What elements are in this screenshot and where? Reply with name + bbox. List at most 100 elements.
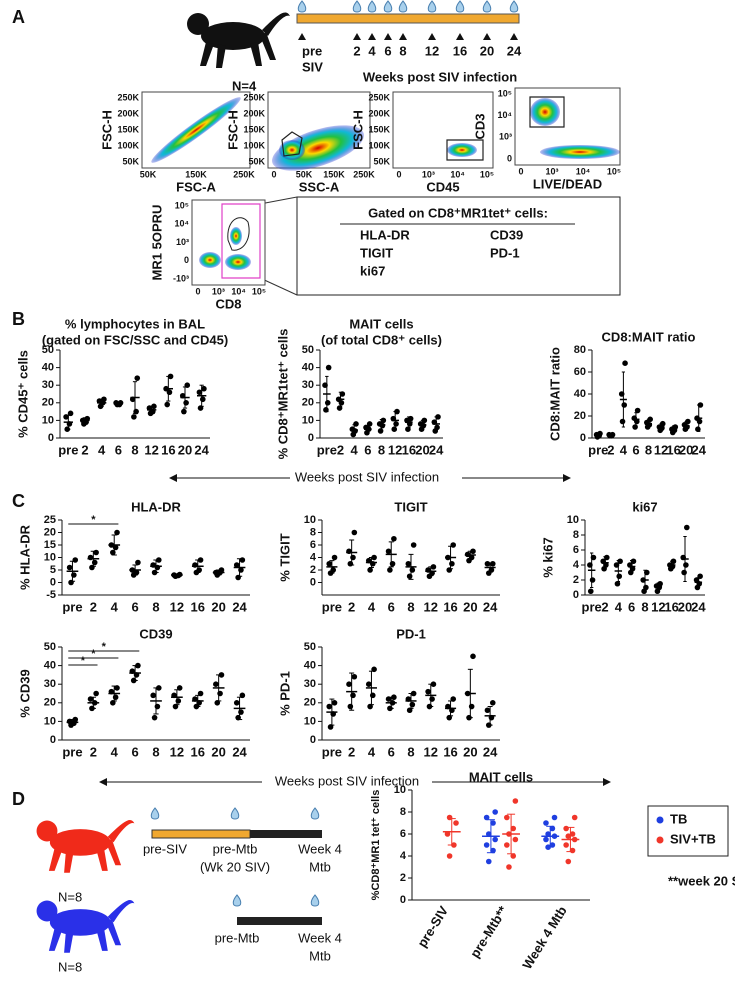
legend-label: SIV+TB [670, 831, 716, 846]
data-point [657, 580, 663, 587]
y-tick-label: 10 [304, 514, 316, 526]
flow-x-tick: 0 [195, 286, 200, 296]
legend-label: TB [670, 811, 687, 826]
y-tick-label: 0 [50, 734, 56, 746]
y-tick-label: 50 [42, 344, 54, 356]
flow-y-tick: 200K [368, 108, 390, 118]
data-point [63, 414, 69, 420]
x-tick-label: Week 4 Mtb [519, 903, 570, 971]
chart-title: MAIT cells [469, 769, 533, 784]
droplet [297, 0, 307, 13]
data-point [697, 402, 704, 408]
droplet [310, 807, 320, 820]
marker-label: TIGIT [360, 245, 393, 260]
x-tick-label: pre-Mtb** [467, 903, 511, 961]
timeline-label: 20 [480, 43, 494, 58]
chart-title: HLA-DR [131, 499, 181, 514]
data-point [167, 373, 174, 380]
x-tick-label: pre [322, 744, 342, 759]
data-point [171, 572, 177, 578]
flow-x-label: CD8 [215, 296, 241, 311]
density-blob [199, 252, 221, 268]
data-point [569, 847, 576, 854]
data-point [483, 842, 490, 848]
data-point [347, 560, 354, 567]
data-point [325, 364, 332, 371]
data-point [347, 703, 354, 710]
droplet [383, 0, 393, 13]
data-point [683, 524, 690, 531]
data-point [113, 400, 119, 406]
data-point [444, 831, 451, 837]
data-point [108, 542, 115, 548]
y-tick-label: 4 [573, 559, 580, 571]
data-point [622, 360, 628, 367]
timeline-label: pre-Mtb [213, 841, 258, 856]
gate-box [296, 196, 621, 296]
data-point [446, 814, 453, 821]
flow-y-tick: 250K [368, 92, 390, 102]
data-point [346, 681, 352, 687]
timeline-bar [296, 13, 520, 24]
chart-subtitle: (of total CD8⁺ cells) [321, 332, 442, 347]
data-point [133, 672, 140, 678]
timeline-tick [456, 33, 464, 40]
data-point [389, 700, 396, 706]
data-point [434, 424, 440, 431]
y-axis-title: %CD8⁺MR1 tet⁺ cells [370, 790, 382, 901]
y-tick-label: 0 [573, 589, 579, 601]
data-point [233, 562, 240, 568]
flow-x-tick: 150K [185, 169, 207, 179]
data-point [112, 544, 119, 551]
flow-y-tick: 100K [117, 140, 139, 150]
data-point [84, 415, 91, 422]
x-tick-label: pre-SIV [414, 903, 451, 950]
y-tick-label: 5 [50, 564, 56, 576]
x-tick-label: 8 [378, 442, 385, 457]
data-point [176, 685, 183, 691]
data-point [613, 562, 620, 568]
data-point [151, 403, 157, 410]
droplet [352, 0, 362, 13]
data-point [89, 564, 95, 571]
x-tick-label: 12 [144, 442, 158, 457]
x-tick-label: 12 [388, 442, 402, 457]
chart-title: % lymphocytes in BAL [65, 316, 205, 331]
x-tick-label: 2 [348, 744, 355, 759]
data-point [330, 711, 337, 717]
y-tick-label: 80 [574, 344, 586, 356]
data-point [387, 567, 393, 573]
data-point [694, 415, 700, 422]
data-point [587, 562, 593, 568]
data-point [680, 554, 687, 561]
x-tick-label: 24 [691, 599, 706, 614]
x-tick-label: 6 [364, 442, 371, 457]
data-point [351, 529, 358, 536]
flow-x-tick: 0 [271, 169, 276, 179]
x-tick-label: 24 [483, 744, 498, 759]
timeline-label: SIV [302, 59, 323, 74]
data-point [175, 698, 182, 704]
flow-x-tick: 10³ [545, 166, 558, 176]
data-point [351, 673, 358, 680]
x-tick-label: 24 [194, 442, 209, 457]
data-point [683, 562, 689, 568]
data-point [239, 692, 246, 699]
data-point [196, 567, 202, 573]
data-point [464, 690, 471, 697]
y-tick-label: 30 [302, 379, 314, 391]
marker-label: ki67 [360, 263, 385, 278]
flow-x-tick: 10⁵ [252, 286, 266, 296]
flow-x-tick: 150K [323, 169, 345, 179]
density-blob [530, 98, 560, 126]
data-point [199, 396, 206, 403]
data-point [506, 831, 512, 837]
data-point [485, 858, 492, 865]
data-point [634, 407, 641, 414]
data-point [331, 554, 338, 561]
data-point [446, 714, 453, 721]
gate [281, 131, 303, 157]
data-point [468, 554, 475, 561]
data-point [571, 814, 578, 821]
data-point [330, 567, 337, 573]
